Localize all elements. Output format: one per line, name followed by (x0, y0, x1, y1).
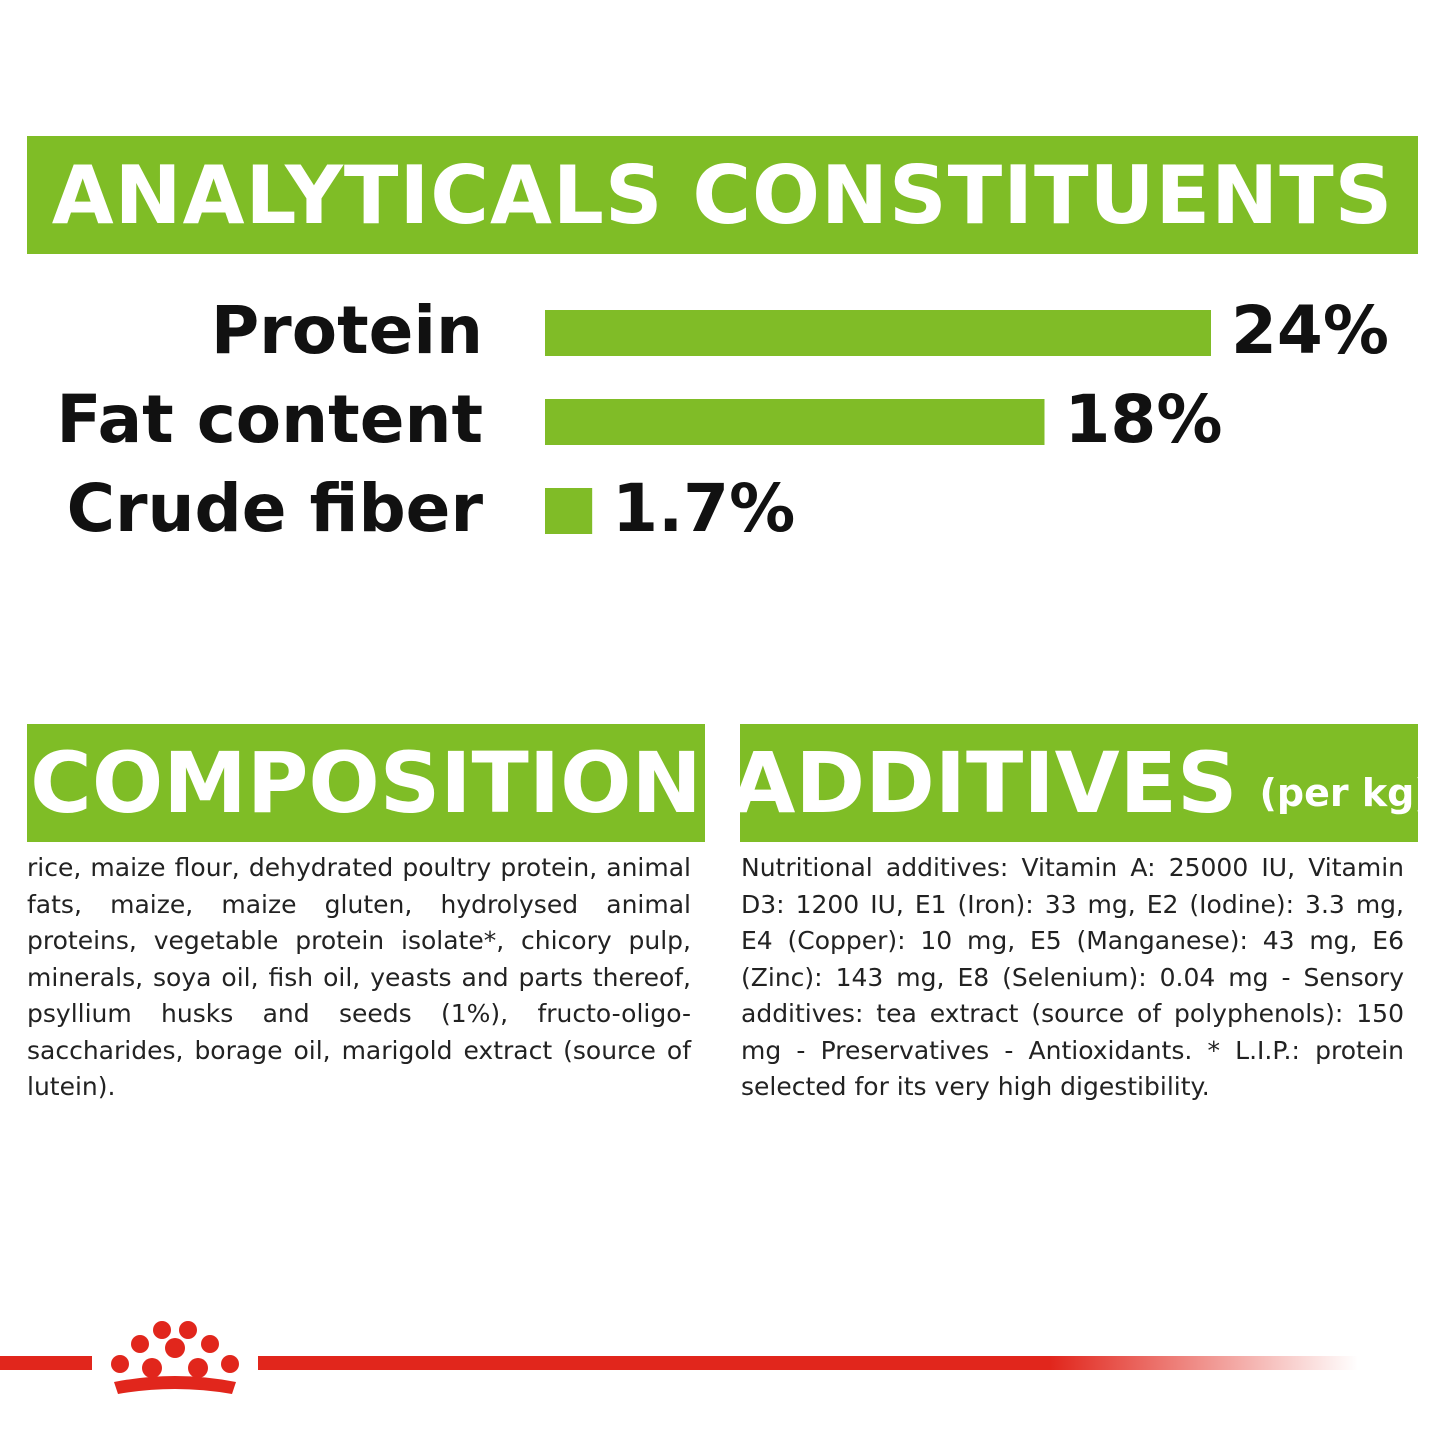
bar-crude-fiber (545, 488, 593, 534)
crown-icon (111, 1321, 239, 1394)
category-label-crude-fiber: Crude fiber (66, 470, 483, 547)
value-label-protein: 24% (1231, 292, 1389, 369)
brand-line-left (0, 1356, 92, 1370)
value-label-crude-fiber: 1.7% (612, 470, 796, 547)
category-label-protein: Protein (210, 292, 483, 369)
composition-text: rice, maize flour, dehydrated poultry pr… (27, 853, 691, 1101)
additives-subtitle: (per kg) (1259, 771, 1418, 815)
nutrient-bars-svg (545, 310, 1211, 534)
composition-banner: COMPOSITION (27, 724, 705, 842)
composition-title: COMPOSITION (30, 734, 702, 832)
additives-banner: ADDITIVES (per kg) (740, 724, 1418, 842)
category-label-fat-content: Fat content (56, 381, 483, 458)
bar-fat-content (545, 399, 1045, 445)
value-label-fat-content: 18% (1064, 381, 1223, 458)
additives-text: Nutritional additives: Vitamin A: 25000 … (741, 853, 1404, 1101)
bar-protein (545, 310, 1211, 356)
analytical-constituents-title: ANALYTICALS CONSTITUENTS (51, 148, 1394, 242)
additives-title: ADDITIVES (740, 734, 1238, 832)
analytical-constituents-banner: ANALYTICALS CONSTITUENTS (27, 136, 1418, 254)
brand-line-right (258, 1356, 1358, 1370)
